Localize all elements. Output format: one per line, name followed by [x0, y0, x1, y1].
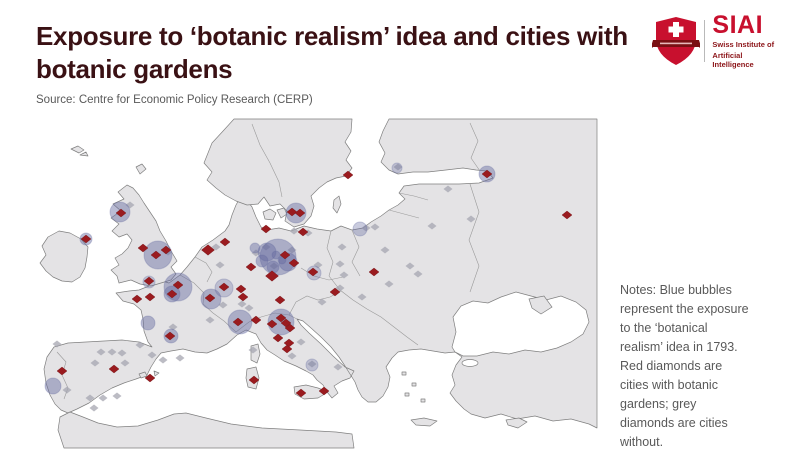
garden-city-markers	[56, 169, 573, 398]
siai-logo: SIAI Swiss Institute of Artificial Intel…	[652, 11, 782, 69]
swiss-shield-icon	[652, 17, 700, 65]
map-land	[39, 118, 598, 449]
logo-wordmark: SIAI	[712, 11, 764, 39]
logo-divider	[704, 20, 706, 62]
europe-map	[28, 116, 624, 450]
logo-org-line1: Swiss Institute of	[712, 40, 775, 49]
logo-org-line2: Artificial Intelligence	[712, 51, 754, 69]
no-garden-city-markers	[52, 163, 476, 412]
page-title: Exposure to ‘botanic realism’ idea and c…	[36, 21, 628, 84]
crimea	[528, 295, 553, 315]
notes-text: Notes: Blue bubbles represent the exposu…	[620, 283, 749, 449]
source-line: Source: Centre for Economic Policy Resea…	[36, 94, 313, 106]
black-sea	[451, 291, 590, 367]
exposure-bubble-markers	[44, 162, 496, 395]
